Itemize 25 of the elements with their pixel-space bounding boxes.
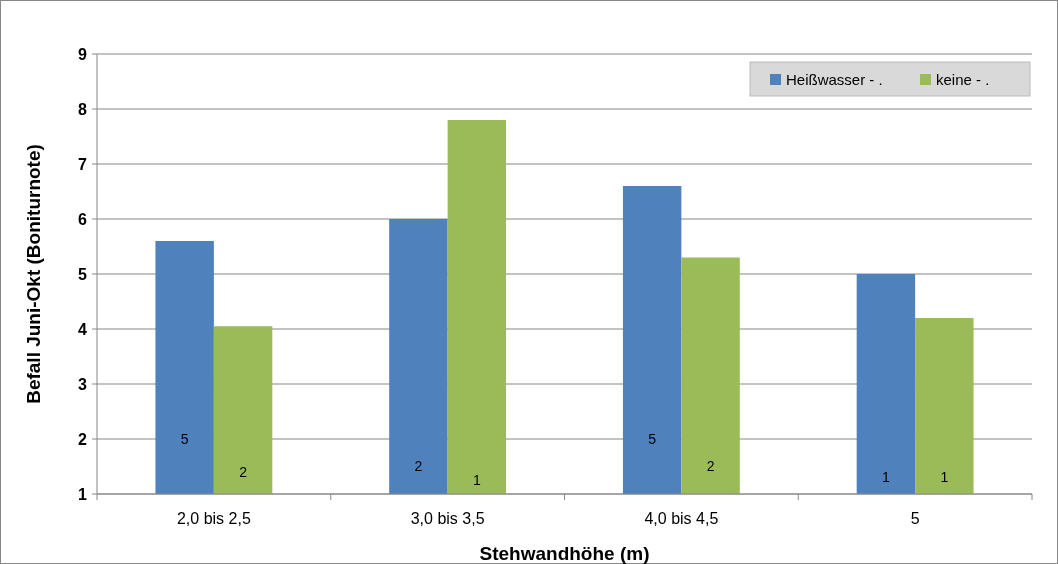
x-tick-label: 4,0 bis 4,5 <box>644 510 719 527</box>
y-tick-label: 1 <box>78 485 88 503</box>
y-tick-label: 9 <box>78 45 88 63</box>
annotation: 2 <box>706 458 715 475</box>
legend-label: Heißwasser - . <box>786 71 883 89</box>
y-tick-label: 5 <box>78 265 88 283</box>
annotation: 1 <box>472 472 481 489</box>
annotation: 1 <box>882 469 891 486</box>
annotation: 2 <box>239 463 248 480</box>
y-axis-title: Befall Juni-Okt (Boniturnote) <box>23 144 44 404</box>
y-tick-label: 7 <box>78 155 88 173</box>
y-tick-label: 6 <box>78 210 88 228</box>
annotation: 5 <box>180 430 189 447</box>
x-tick-label: 5 <box>910 510 920 527</box>
x-axis-title: Stehwandhöhe (m) <box>479 543 650 564</box>
x-tick-label: 2,0 bis 2,5 <box>176 510 251 527</box>
y-tick-label: 4 <box>78 320 88 338</box>
x-tick-label: 3,0 bis 3,5 <box>410 510 485 527</box>
y-tick-label: 3 <box>78 375 88 393</box>
y-tick-label: 8 <box>78 100 88 118</box>
annotation: 5 <box>648 430 657 447</box>
legend-label: keine - . <box>936 71 990 89</box>
annotation: 1 <box>940 469 949 486</box>
y-tick-label: 2 <box>78 430 88 448</box>
annotation: 2 <box>414 458 423 475</box>
